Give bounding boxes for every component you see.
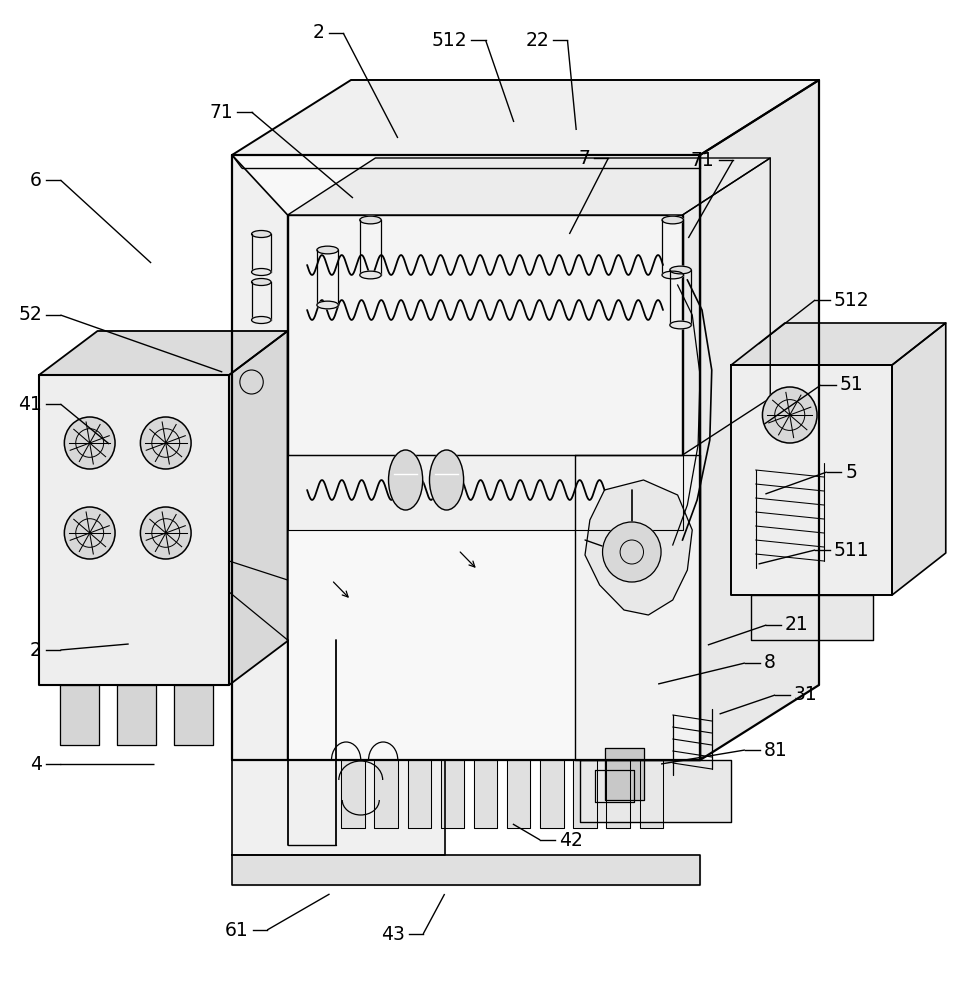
Polygon shape [341,760,365,828]
Ellipse shape [252,278,271,286]
Polygon shape [575,455,700,760]
Polygon shape [232,80,819,155]
Polygon shape [232,155,288,760]
Ellipse shape [252,268,271,275]
Circle shape [240,370,263,394]
Text: 61: 61 [225,920,249,940]
Text: 81: 81 [763,740,787,760]
Text: 43: 43 [381,924,405,944]
Polygon shape [474,760,497,828]
Text: 511: 511 [834,540,870,560]
Circle shape [762,387,817,443]
Polygon shape [573,760,597,828]
Circle shape [140,507,191,559]
Ellipse shape [662,271,683,279]
Polygon shape [441,760,464,828]
Polygon shape [408,760,431,828]
Ellipse shape [662,216,683,224]
Polygon shape [540,760,564,828]
Polygon shape [288,215,682,455]
Polygon shape [174,685,213,745]
Polygon shape [374,760,398,828]
Ellipse shape [360,216,381,224]
Polygon shape [731,323,946,365]
Ellipse shape [360,271,381,279]
Polygon shape [892,323,946,595]
Polygon shape [595,770,634,802]
Ellipse shape [429,450,464,510]
Polygon shape [117,685,156,745]
Circle shape [603,522,661,582]
Polygon shape [232,760,445,855]
Text: 22: 22 [526,30,549,49]
Text: 2: 2 [30,641,42,660]
Polygon shape [507,760,530,828]
Text: 31: 31 [794,686,817,704]
Ellipse shape [388,450,422,510]
Polygon shape [751,595,873,640]
Polygon shape [229,331,288,685]
Polygon shape [604,748,644,800]
Text: 2: 2 [313,23,325,42]
Text: 71: 71 [691,150,715,169]
Text: 512: 512 [431,30,467,49]
Polygon shape [60,685,99,745]
Text: 42: 42 [559,830,582,850]
Text: 41: 41 [19,394,42,414]
Ellipse shape [252,231,271,237]
Polygon shape [232,855,700,885]
Text: 71: 71 [210,103,233,121]
Text: 5: 5 [845,462,857,482]
Text: 51: 51 [839,375,863,394]
Ellipse shape [252,316,271,324]
Text: 6: 6 [30,170,42,190]
Polygon shape [580,760,731,822]
Text: 512: 512 [834,290,870,310]
Polygon shape [39,375,229,685]
Ellipse shape [317,246,338,254]
Polygon shape [682,158,770,455]
Polygon shape [606,760,630,828]
Text: 7: 7 [578,148,590,167]
Polygon shape [585,480,692,615]
Polygon shape [288,158,770,215]
Ellipse shape [670,321,691,329]
Polygon shape [731,365,892,595]
Polygon shape [39,331,288,375]
Polygon shape [232,155,700,760]
Text: 4: 4 [30,754,42,774]
Polygon shape [700,80,819,760]
Circle shape [140,417,191,469]
Text: 21: 21 [785,615,808,635]
Text: 52: 52 [19,306,42,324]
Ellipse shape [670,266,691,274]
Circle shape [64,507,115,559]
Polygon shape [640,760,663,828]
Polygon shape [288,455,682,530]
Text: 8: 8 [763,654,775,672]
Ellipse shape [317,301,338,309]
Circle shape [64,417,115,469]
